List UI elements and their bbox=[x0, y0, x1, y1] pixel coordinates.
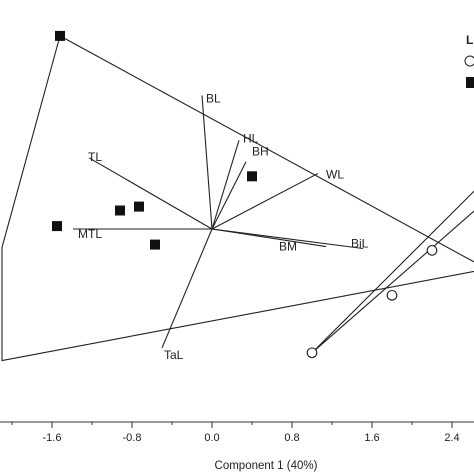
loading-label-tl: TL bbox=[88, 150, 102, 164]
legend-marker-circle bbox=[464, 55, 474, 67]
loading-vector-tl bbox=[88, 157, 213, 230]
x-tick-label: -1.6 bbox=[43, 432, 62, 444]
loading-label-bl: BL bbox=[206, 91, 221, 105]
loading-label-wl: WL bbox=[326, 167, 344, 181]
x-tick-label: 2.4 bbox=[444, 432, 459, 444]
score-points bbox=[52, 30, 438, 359]
point-circle-3 bbox=[306, 347, 318, 359]
legend-title: L bbox=[466, 33, 473, 47]
x-axis: -1.6 -0.8 0.0 0.8 1.6 2.4 bbox=[0, 421, 474, 444]
loading-vector-tal bbox=[161, 228, 213, 349]
legend: L C bbox=[464, 33, 474, 88]
point-square-2 bbox=[247, 171, 257, 182]
loading-label-mtl: MTL bbox=[78, 227, 102, 241]
loading-label-bh: BH bbox=[252, 145, 269, 159]
loading-vector-bh bbox=[211, 161, 247, 230]
loading-label-tal: TaL bbox=[164, 348, 184, 362]
x-tick-label: 0.0 bbox=[204, 432, 219, 444]
point-square-3 bbox=[134, 201, 144, 212]
loading-vector-bil bbox=[211, 228, 364, 250]
point-square-1 bbox=[55, 30, 65, 41]
loading-vector-bl bbox=[201, 95, 213, 230]
point-square-6 bbox=[150, 239, 160, 250]
point-square-5 bbox=[52, 221, 62, 232]
loading-label-hl: HL bbox=[243, 131, 259, 145]
point-square-4 bbox=[115, 205, 125, 216]
loading-label-bm: BM bbox=[279, 240, 297, 254]
convex-hulls bbox=[1, 35, 474, 362]
x-tick-label: -0.8 bbox=[123, 432, 142, 444]
loading-vector-bm bbox=[211, 228, 327, 248]
loading-label-bil: BiL bbox=[351, 237, 369, 251]
loading-vector-wl bbox=[211, 172, 319, 230]
x-tick-label: 0.8 bbox=[284, 432, 299, 444]
x-tick-label: 1.6 bbox=[364, 432, 379, 444]
point-circle-1 bbox=[426, 245, 438, 256]
hull-series-1 bbox=[1, 35, 474, 362]
x-axis-title: Component 1 (40%) bbox=[215, 460, 318, 472]
legend-marker-square bbox=[466, 77, 474, 88]
hull-series-2 bbox=[311, 190, 474, 354]
loading-vector-hl bbox=[211, 140, 240, 230]
point-circle-2 bbox=[386, 289, 398, 301]
